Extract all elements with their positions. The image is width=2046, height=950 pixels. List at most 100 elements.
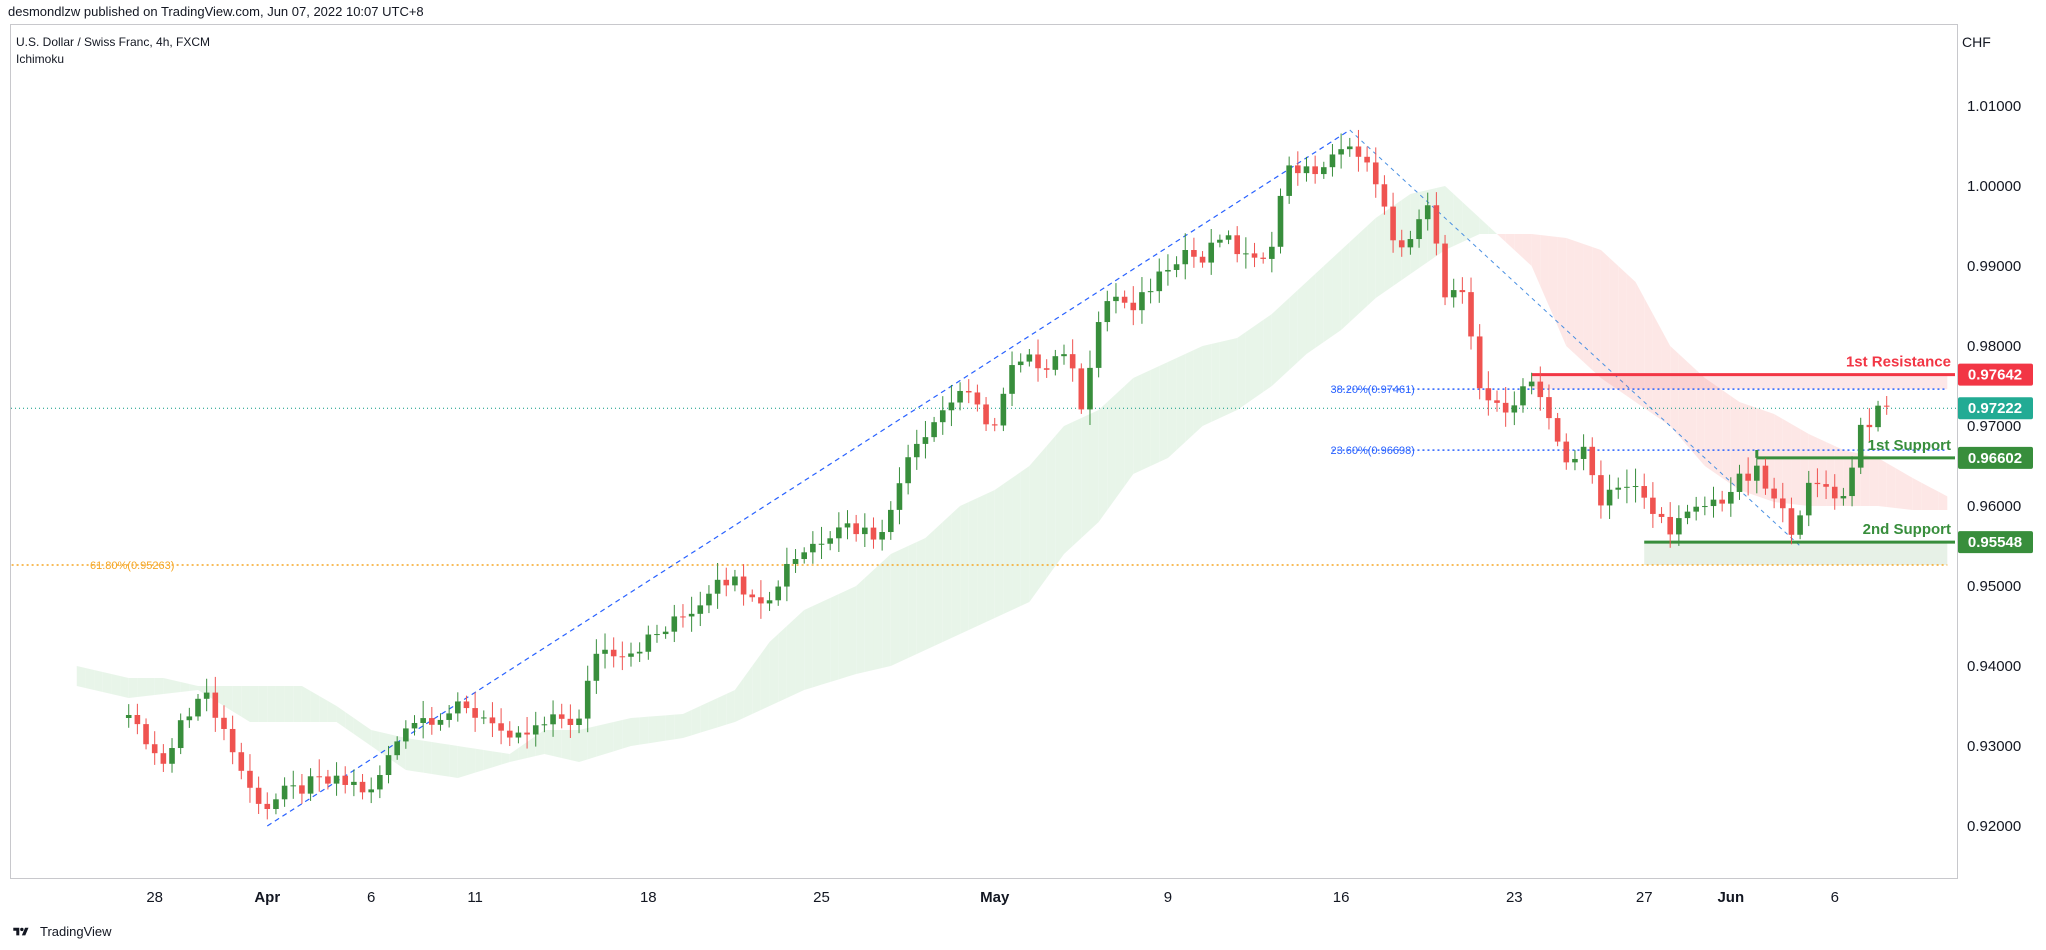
cloud-segment	[85, 668, 95, 690]
cloud-segment	[1012, 472, 1021, 610]
x-tick-label: 16	[1333, 889, 1350, 906]
candle-body	[281, 785, 288, 800]
cloud-segment	[1462, 202, 1472, 242]
candle-body	[1494, 400, 1500, 403]
cloud-segment	[1089, 410, 1099, 530]
candle-body	[1823, 484, 1829, 487]
candle-body	[931, 422, 937, 438]
candle-body	[351, 781, 357, 785]
cloud-segment	[1644, 298, 1653, 414]
price-tag	[1958, 397, 2033, 420]
candle-body	[1641, 486, 1648, 498]
candle-body	[195, 698, 201, 717]
candle-body	[1459, 290, 1466, 293]
candle-body	[602, 649, 608, 654]
cloud-segment	[553, 730, 562, 758]
candle-body	[186, 716, 193, 721]
candle-body	[1788, 508, 1795, 535]
annotations: 38.20%(0.97461) 23.60%(0.96698) 61.80%(0.9…	[90, 354, 1951, 572]
candle-body	[1286, 165, 1292, 196]
candle-body	[1771, 488, 1777, 499]
candle-body	[541, 724, 548, 726]
candle-body	[818, 543, 825, 545]
zone-label: 1st Support	[1868, 437, 1951, 454]
candle-body	[1069, 354, 1076, 369]
cloud-segment	[786, 618, 796, 698]
candle-body	[463, 701, 470, 709]
tradingview-logo-icon	[13, 927, 29, 935]
publisher-text: desmondlzw published on TradingView.com,…	[8, 4, 424, 19]
cloud-segment	[1540, 235, 1549, 306]
candle-body	[1624, 486, 1630, 488]
footer-brand[interactable]: TradingView	[8, 924, 112, 939]
candle-body	[1632, 486, 1639, 488]
y-tick-label: 0.95000	[1967, 578, 2021, 595]
cloud-segment	[1609, 258, 1619, 390]
cloud-segment	[795, 610, 805, 694]
candle-body	[1537, 381, 1544, 398]
cloud-segment	[656, 715, 666, 742]
candle-body	[143, 724, 149, 745]
cloud-segment	[734, 678, 744, 722]
candle-body	[1251, 253, 1258, 258]
cloud-segment	[908, 542, 917, 658]
cloud-segment	[1566, 238, 1575, 354]
candle-body	[1381, 184, 1388, 207]
candle-body	[1355, 146, 1362, 157]
candle-body	[983, 404, 989, 425]
cloud-segment	[1297, 282, 1307, 362]
cloud-segment	[700, 702, 709, 733]
cloud-segment	[310, 691, 320, 722]
candle-body	[1338, 149, 1344, 155]
candle-body	[1243, 253, 1249, 255]
candle-body	[1372, 162, 1379, 185]
cloud-segment	[327, 701, 337, 722]
candle-body	[1217, 239, 1223, 243]
candle-body	[212, 692, 219, 718]
candle-body	[905, 457, 911, 484]
cloud-segment	[1583, 244, 1593, 370]
cloud-segment	[1696, 370, 1705, 466]
cloud-segment	[258, 686, 268, 722]
candle-body	[394, 741, 400, 756]
candle-body	[420, 718, 426, 723]
cloud-segment	[1904, 473, 1913, 510]
x-tick-label: 6	[1831, 889, 1839, 906]
cloud-segment	[1107, 394, 1116, 510]
cloud-segment	[1678, 354, 1688, 446]
cloud-segment	[1652, 314, 1662, 420]
cloud-segment	[1687, 362, 1697, 456]
cloud-segment	[1228, 338, 1238, 414]
candle-body	[1485, 388, 1492, 401]
cloud-segment	[483, 750, 493, 770]
candle-body	[524, 732, 530, 735]
cloud-segment	[665, 714, 675, 741]
indicator-label: Ichimoku	[16, 52, 65, 66]
candle-body	[437, 719, 444, 725]
cloud-segment	[319, 696, 328, 722]
cloud-segment	[890, 550, 900, 666]
cloud-segment	[1202, 344, 1212, 426]
cloud-segment	[1150, 366, 1160, 466]
cloud-segment	[102, 672, 112, 694]
candle-body	[299, 785, 305, 794]
cloud-segment	[1912, 478, 1922, 510]
candle-body	[636, 651, 643, 654]
cloud-segment	[1358, 226, 1368, 314]
candle-body	[411, 722, 418, 729]
cloud-segment	[596, 724, 606, 757]
cloud-segment	[1574, 241, 1584, 362]
cloud-segment	[1081, 414, 1090, 538]
cloud-segment	[1367, 218, 1376, 306]
cloud-segment	[1046, 436, 1056, 578]
x-tick-label: 28	[146, 889, 163, 906]
candle-body	[160, 753, 167, 764]
candle-body	[1615, 487, 1622, 490]
candle-body	[377, 775, 383, 790]
cloud-segment	[163, 678, 173, 694]
cloud-segment	[1531, 234, 1541, 286]
cloud-segment	[1055, 426, 1064, 566]
candle-body	[125, 714, 132, 718]
cloud-segment	[864, 570, 874, 672]
